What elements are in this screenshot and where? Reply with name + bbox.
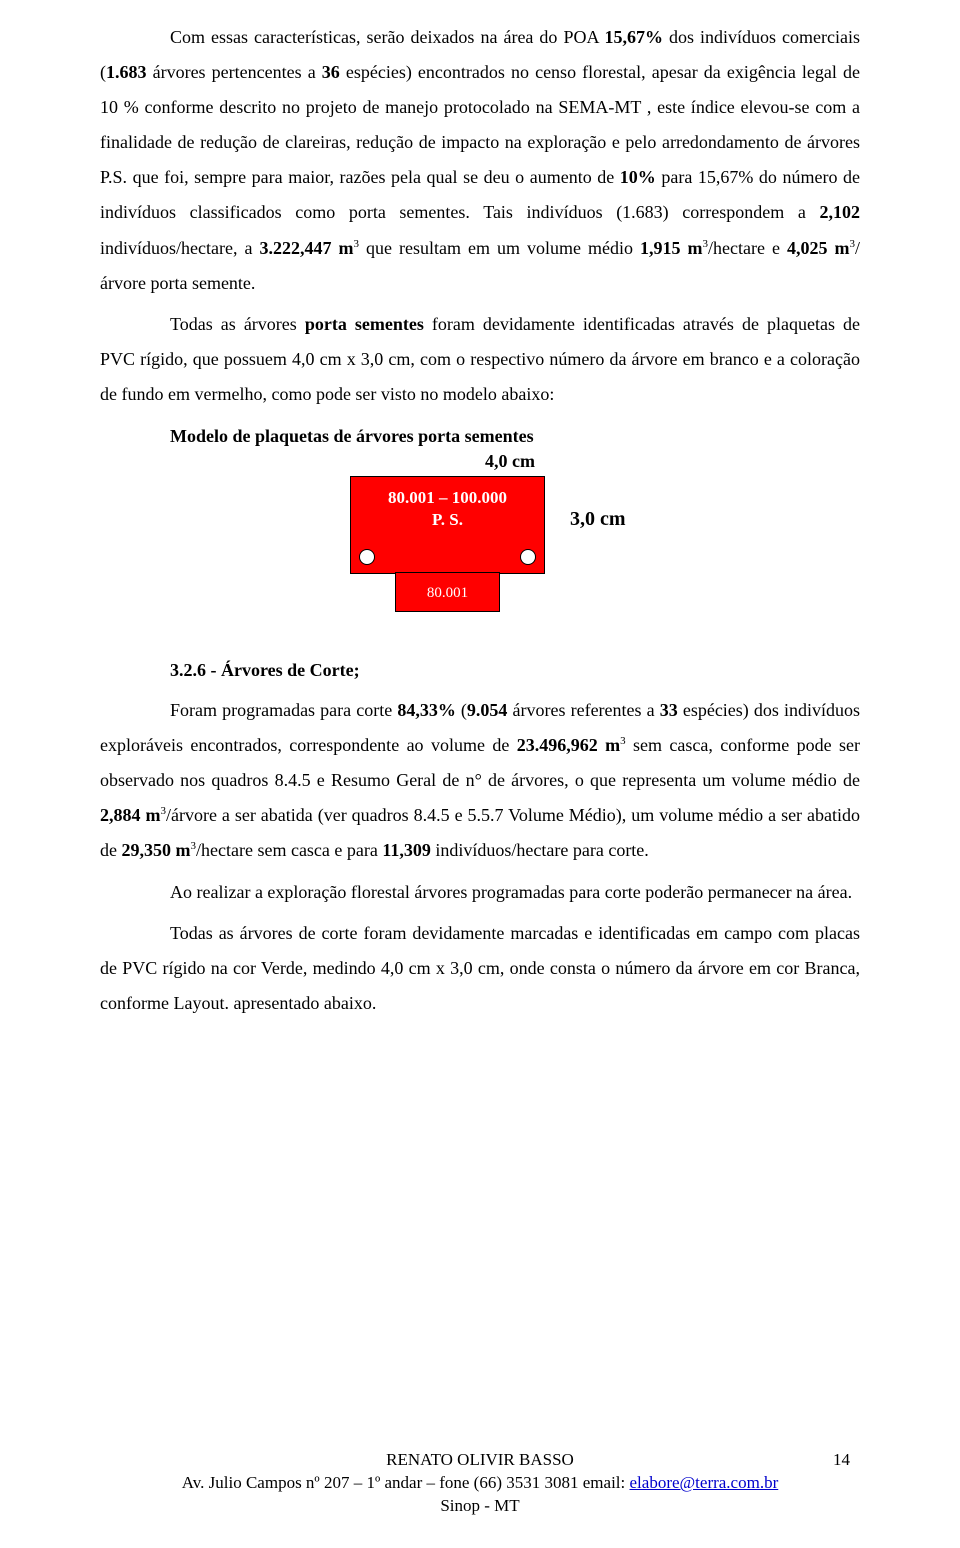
hole-icon [359, 549, 375, 565]
text: que resultam em um volume médio [359, 238, 640, 258]
vol-medio-arvore: 2,884 m [100, 805, 160, 825]
text: /hectare e [708, 238, 787, 258]
footer: RENATO OLIVIR BASSO Av. Julio Campos nº … [0, 1449, 960, 1518]
footer-address: Av. Julio Campos nº 207 – 1º andar – fon… [0, 1472, 960, 1495]
vol-medio-hectare: 29,350 m [122, 840, 191, 860]
paragraph-1: Com essas características, serão deixado… [100, 20, 860, 301]
footer-name: RENATO OLIVIR BASSO [0, 1449, 960, 1472]
num-especies-corte: 33 [660, 700, 678, 720]
red-tag: 80.001 – 100.000 P. S. [350, 476, 545, 574]
tag-line2: P. S. [351, 509, 544, 531]
text: árvores referentes a [507, 700, 659, 720]
paragraph-3: Foram programadas para corte 84,33% (9.0… [100, 693, 860, 868]
tag-width-label: 4,0 cm [160, 451, 860, 472]
num-especies: 36 [322, 62, 340, 82]
footer-email-link[interactable]: elabore@terra.com.br [630, 1473, 779, 1492]
paragraph-4: Ao realizar a exploração florestal árvor… [100, 875, 860, 910]
pct-deixados: 15,67% [604, 27, 663, 47]
footer-city: Sinop - MT [0, 1495, 960, 1518]
text: árvores pertencentes a [147, 62, 322, 82]
porta-sementes: porta sementes [305, 314, 424, 334]
pct-corte: 84,33% [397, 700, 456, 720]
paragraph-2: Todas as árvores porta sementes foram de… [100, 307, 860, 412]
text: Todas as árvores de corte foram devidame… [100, 923, 860, 1013]
tag-height-label: 3,0 cm [570, 508, 626, 531]
section-heading: 3.2.6 - Árvores de Corte; [170, 660, 860, 681]
paragraph-5: Todas as árvores de corte foram devidame… [100, 916, 860, 1021]
ind-hectare: 2,102 [820, 202, 861, 222]
model-heading: Modelo de plaquetas de árvores porta sem… [170, 426, 860, 447]
text: Todas as árvores [170, 314, 305, 334]
text: Ao realizar a exploração florestal árvor… [170, 882, 852, 902]
sub-tag: 80.001 [395, 572, 500, 612]
num-arvores: 1.683 [106, 62, 147, 82]
text: Com essas características, serão deixado… [170, 27, 604, 47]
ind-hectare-corte: 11,309 [382, 840, 431, 860]
num-corte: 9.054 [467, 700, 508, 720]
hole-icon [520, 549, 536, 565]
tag-diagram: 80.001 – 100.000 P. S. 80.001 3,0 cm [300, 472, 660, 632]
text: indivíduos/hectare para corte. [431, 840, 649, 860]
vol-total: 3.222,447 m [259, 238, 353, 258]
text: ( [456, 700, 467, 720]
vol-medio: 1,915 m [640, 238, 703, 258]
pct-aumento: 10% [620, 167, 656, 187]
text: indivíduos/hectare, a [100, 238, 259, 258]
vol-corte: 23.496,962 m [517, 735, 620, 755]
text: Foram programadas para corte [170, 700, 397, 720]
vol-arvore: 4,025 m [787, 238, 850, 258]
text: /hectare sem casca e para [196, 840, 382, 860]
tag-line1: 80.001 – 100.000 [351, 487, 544, 509]
text: Av. Julio Campos nº 207 – 1º andar – fon… [182, 1473, 630, 1492]
